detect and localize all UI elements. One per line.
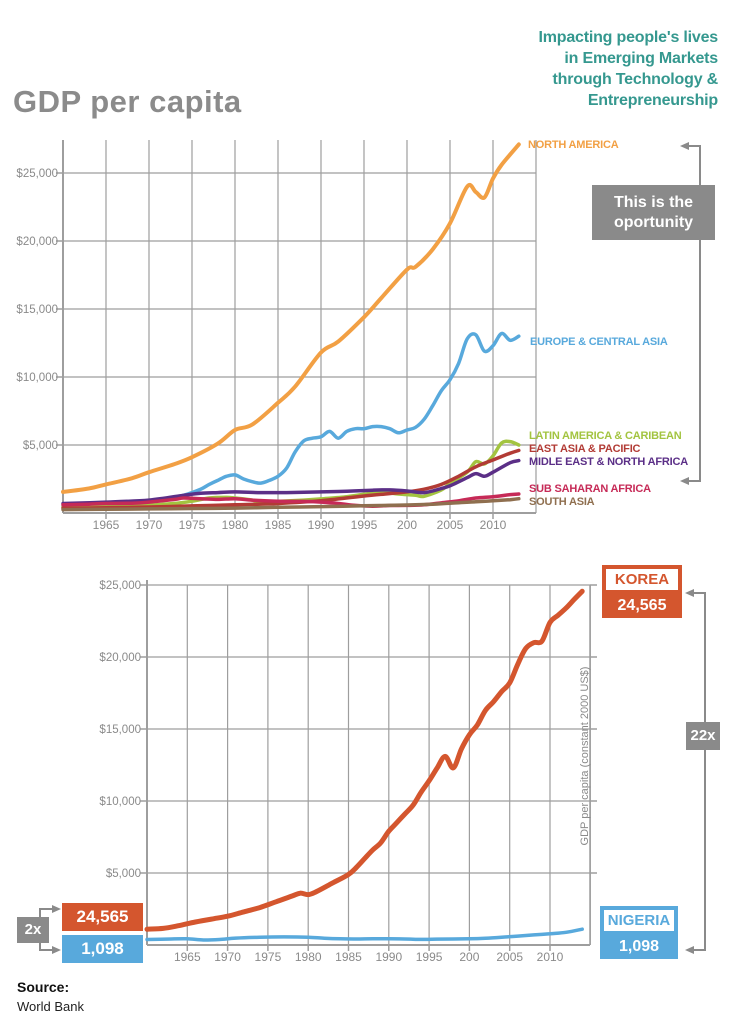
nigeria-callout: NIGERIA 1,098 bbox=[600, 906, 678, 959]
korea-callout: KOREA 24,565 bbox=[602, 565, 682, 618]
series-line-south-asia bbox=[61, 496, 521, 512]
x-tick-label: 1975 bbox=[179, 518, 206, 532]
nigeria-callout-value: 1,098 bbox=[600, 935, 678, 959]
x-tick-label: 200 bbox=[459, 950, 479, 964]
source-label: Source: bbox=[17, 979, 70, 995]
x-tick-label: 1970 bbox=[214, 950, 241, 964]
x-tick-label: 2010 bbox=[480, 518, 507, 532]
series-label-middle-east-north-africa: MIDLE EAST & NORTH AFRICA bbox=[529, 456, 688, 468]
y-tick-label: $10,000 bbox=[16, 372, 58, 384]
series-label-north-america: NORTH AMERICA bbox=[528, 139, 619, 151]
y-tick-label: $15,000 bbox=[16, 304, 58, 316]
y-tick-label: $25,000 bbox=[99, 580, 141, 592]
x-tick-label: 200 bbox=[397, 518, 417, 532]
bracket-annotations bbox=[39, 142, 706, 954]
top-chart-bracket bbox=[689, 145, 701, 482]
bracket-arrow-left-icon bbox=[685, 946, 694, 954]
series-line-east-asia-pacific bbox=[61, 448, 521, 510]
series-label-latin-america: LATIN AMERICA & CARIBEAN bbox=[529, 430, 682, 442]
series-line-north-america bbox=[61, 142, 521, 494]
bracket-arrow-left-icon bbox=[680, 477, 689, 485]
bracket-arrow-right-icon bbox=[52, 946, 61, 954]
tagline: Impacting people's lives in Emerging Mar… bbox=[538, 29, 718, 109]
series-line-sub-saharan-africa bbox=[61, 492, 521, 508]
x-tick-label: 1975 bbox=[255, 950, 282, 964]
left-korea-value-box: 24,565 bbox=[62, 903, 143, 931]
bracket-arrow-left-icon bbox=[685, 589, 694, 597]
opportunity-callout: This is the oportunity bbox=[592, 185, 715, 240]
bottom-chart-right-bracket bbox=[694, 592, 706, 951]
x-tick-label: 2005 bbox=[437, 518, 464, 532]
x-tick-label: 1970 bbox=[136, 518, 163, 532]
korea-callout-value: 24,565 bbox=[602, 594, 682, 618]
page-title: GDP per capita bbox=[13, 84, 242, 119]
x-tick-label: 1980 bbox=[295, 950, 322, 964]
x-tick-label: 1995 bbox=[416, 950, 443, 964]
series-line-nigeria bbox=[145, 927, 584, 942]
multiplier-badge-22x: 22x bbox=[686, 722, 720, 750]
source-text: World Bank bbox=[17, 999, 84, 1014]
x-tick-label: 1965 bbox=[174, 950, 201, 964]
x-tick-label: 2005 bbox=[496, 950, 523, 964]
multiplier-badge-2x: 2x bbox=[17, 917, 49, 943]
y-tick-label: $20,000 bbox=[16, 236, 58, 248]
series-line-europe-central-asia bbox=[61, 331, 521, 509]
series-label-europe-central-asia: EUROPE & CENTRAL ASIA bbox=[530, 336, 668, 348]
series-line-midle-east-north-africa bbox=[61, 458, 521, 506]
bracket-arrow-right-icon bbox=[52, 905, 61, 913]
x-tick-label: 1985 bbox=[335, 950, 362, 964]
series-label-south-asia: SOUTH ASIA bbox=[529, 496, 595, 508]
x-tick-label: 1965 bbox=[93, 518, 120, 532]
korea-callout-name: KOREA bbox=[602, 565, 682, 594]
bracket-arrow-left-icon bbox=[680, 142, 689, 150]
y-tick-label: $15,000 bbox=[99, 724, 141, 736]
top-chart: $5,000 $10,000 $15,000 $20,000 $25,000 1965 19… bbox=[16, 140, 537, 532]
x-tick-label: 2010 bbox=[537, 950, 564, 964]
series-label-sub-saharan-africa: SUB SAHARAN AFRICA bbox=[529, 483, 651, 495]
x-tick-label: 1985 bbox=[265, 518, 292, 532]
left-nigeria-value-box: 1,098 bbox=[62, 935, 143, 963]
y-tick-label: $5,000 bbox=[23, 440, 58, 452]
x-tick-label: 1990 bbox=[375, 950, 402, 964]
y-tick-label: $25,000 bbox=[16, 168, 58, 180]
y-axis-label: GDP per capita (constant 2000 US$) bbox=[579, 666, 591, 846]
x-tick-label: 1980 bbox=[222, 518, 249, 532]
y-tick-label: $20,000 bbox=[99, 652, 141, 664]
y-tick-label: $10,000 bbox=[99, 796, 141, 808]
nigeria-callout-name: NIGERIA bbox=[600, 906, 678, 935]
x-tick-label: 1990 bbox=[308, 518, 335, 532]
series-line-korea bbox=[144, 588, 585, 932]
bottom-chart: $5,000 $10,000 $15,000 $20,000 $25,000 1965 19… bbox=[99, 580, 597, 964]
y-tick-label: $5,000 bbox=[106, 868, 141, 880]
series-label-east-asia-pacific: EAST ASIA & PACIFIC bbox=[529, 443, 641, 455]
x-tick-label: 1995 bbox=[351, 518, 378, 532]
